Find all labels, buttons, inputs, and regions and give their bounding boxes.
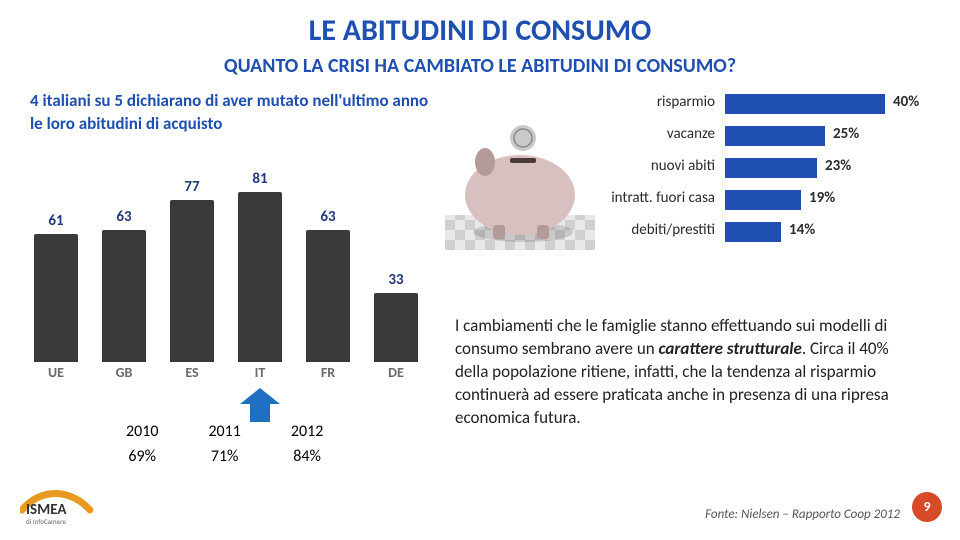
bar-GB: 63 bbox=[102, 230, 146, 362]
hbar-label: risparmio bbox=[585, 93, 715, 111]
intro-text: 4 italiani su 5 dichiarano di aver mutat… bbox=[30, 90, 440, 136]
hbar-label: debiti/prestiti bbox=[585, 221, 715, 239]
bar-FR: 63 bbox=[306, 230, 350, 362]
x-label: IT bbox=[238, 364, 282, 381]
hbar bbox=[725, 158, 817, 178]
piggy-bank-icon bbox=[445, 120, 595, 250]
slide-root: LE ABITUDINI DI CONSUMO QUANTO LA CRISI … bbox=[0, 0, 960, 540]
hbar-label: vacanze bbox=[585, 125, 715, 143]
hbar-label: nuovi abiti bbox=[585, 157, 715, 175]
x-axis: UE GB ES IT FR DE bbox=[30, 364, 450, 388]
bar-value-label: 63 bbox=[102, 208, 146, 226]
svg-text:di InfoCamere: di InfoCamere bbox=[26, 517, 66, 524]
bar-value-label: 61 bbox=[34, 212, 78, 230]
body-paragraph: I cambiamenti che le famiglie stanno eff… bbox=[455, 315, 925, 430]
bar-DE: 33 bbox=[374, 293, 418, 362]
year-cell: 2011 bbox=[184, 420, 264, 443]
year-value-cell: 69% bbox=[102, 445, 182, 468]
hbar-label: intratt. fuori casa bbox=[585, 189, 715, 207]
hbar-value: 23% bbox=[825, 157, 851, 175]
hbar bbox=[725, 190, 801, 210]
hbar-value: 40% bbox=[893, 93, 919, 111]
bar-IT: 81 bbox=[238, 192, 282, 362]
hbar-row: debiti/prestiti14% bbox=[610, 220, 930, 246]
year-value-cell: 71% bbox=[184, 445, 264, 468]
year-value-cell: 84% bbox=[267, 445, 347, 468]
hbar-value: 14% bbox=[789, 221, 815, 239]
bar-UE: 61 bbox=[34, 234, 78, 362]
hbar-row: risparmio40% bbox=[610, 92, 930, 118]
hbar-row: vacanze25% bbox=[610, 124, 930, 150]
up-arrow-icon bbox=[240, 388, 280, 422]
hbar bbox=[725, 222, 781, 242]
bar-area: 616377816333 bbox=[30, 152, 450, 362]
page-subtitle: QUANTO LA CRISI HA CAMBIATO LE ABITUDINI… bbox=[0, 54, 960, 78]
year-table: 2010 2011 2012 69% 71% 84% bbox=[100, 418, 349, 470]
horizontal-bar-chart: risparmio40% vacanze25% nuovi abiti23% intr… bbox=[610, 92, 930, 252]
hbar-value: 25% bbox=[833, 125, 859, 143]
hbar-value: 19% bbox=[809, 189, 835, 207]
year-cell: 2012 bbox=[267, 420, 347, 443]
x-label: GB bbox=[102, 364, 146, 381]
bar-value-label: 63 bbox=[306, 208, 350, 226]
page-title: LE ABITUDINI DI CONSUMO bbox=[0, 12, 960, 49]
hbar bbox=[725, 126, 825, 146]
hbar-row: intratt. fuori casa19% bbox=[610, 188, 930, 214]
hbar-row: nuovi abiti23% bbox=[610, 156, 930, 182]
bar-value-label: 81 bbox=[238, 170, 282, 188]
bar-value-label: 77 bbox=[170, 178, 214, 196]
hbar bbox=[725, 94, 885, 114]
source-caption: Fonte: Nielsen – Rapporto Coop 2012 bbox=[705, 507, 900, 522]
bar-value-label: 33 bbox=[374, 271, 418, 289]
x-label: UE bbox=[34, 364, 78, 381]
year-cell: 2010 bbox=[102, 420, 182, 443]
body-emphasis: carattere strutturale bbox=[659, 338, 802, 359]
x-label: FR bbox=[306, 364, 350, 381]
x-label: DE bbox=[374, 364, 418, 381]
page-number-badge: 9 bbox=[912, 492, 942, 522]
ismea-logo: ISMEA di InfoCamere bbox=[20, 484, 120, 524]
vertical-bar-chart: 616377816333 UEGBESITFRDE bbox=[30, 152, 450, 392]
bar-ES: 77 bbox=[170, 200, 214, 362]
x-label: ES bbox=[170, 364, 214, 381]
